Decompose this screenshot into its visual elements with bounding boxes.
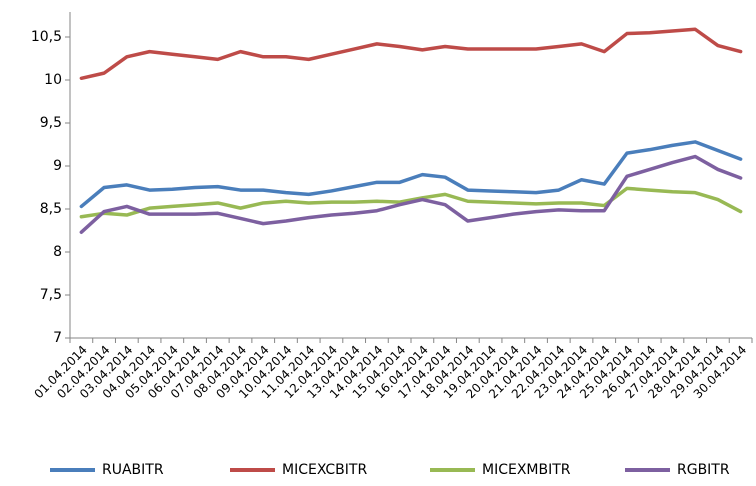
y-tick-label: 10: [44, 72, 62, 88]
legend-label: RUABITR: [102, 462, 164, 478]
legend-label: RGBITR: [677, 462, 730, 478]
y-tick-label: 7,5: [40, 287, 62, 303]
series-line: [79, 186, 743, 219]
y-tick-label: 8: [53, 244, 62, 260]
y-tick-label: 9: [53, 158, 62, 174]
y-tick-label: 7: [53, 330, 62, 346]
y-tick-label: 10,5: [31, 29, 62, 45]
legend-label: MICEXCBITR: [282, 462, 367, 478]
y-tick-label: 8,5: [40, 201, 62, 217]
legend-label: MICEXMBITR: [482, 462, 571, 478]
y-tick-label: 9,5: [40, 115, 62, 131]
series-line: [79, 140, 743, 209]
series-line: [79, 27, 743, 81]
series-line: [79, 154, 743, 234]
